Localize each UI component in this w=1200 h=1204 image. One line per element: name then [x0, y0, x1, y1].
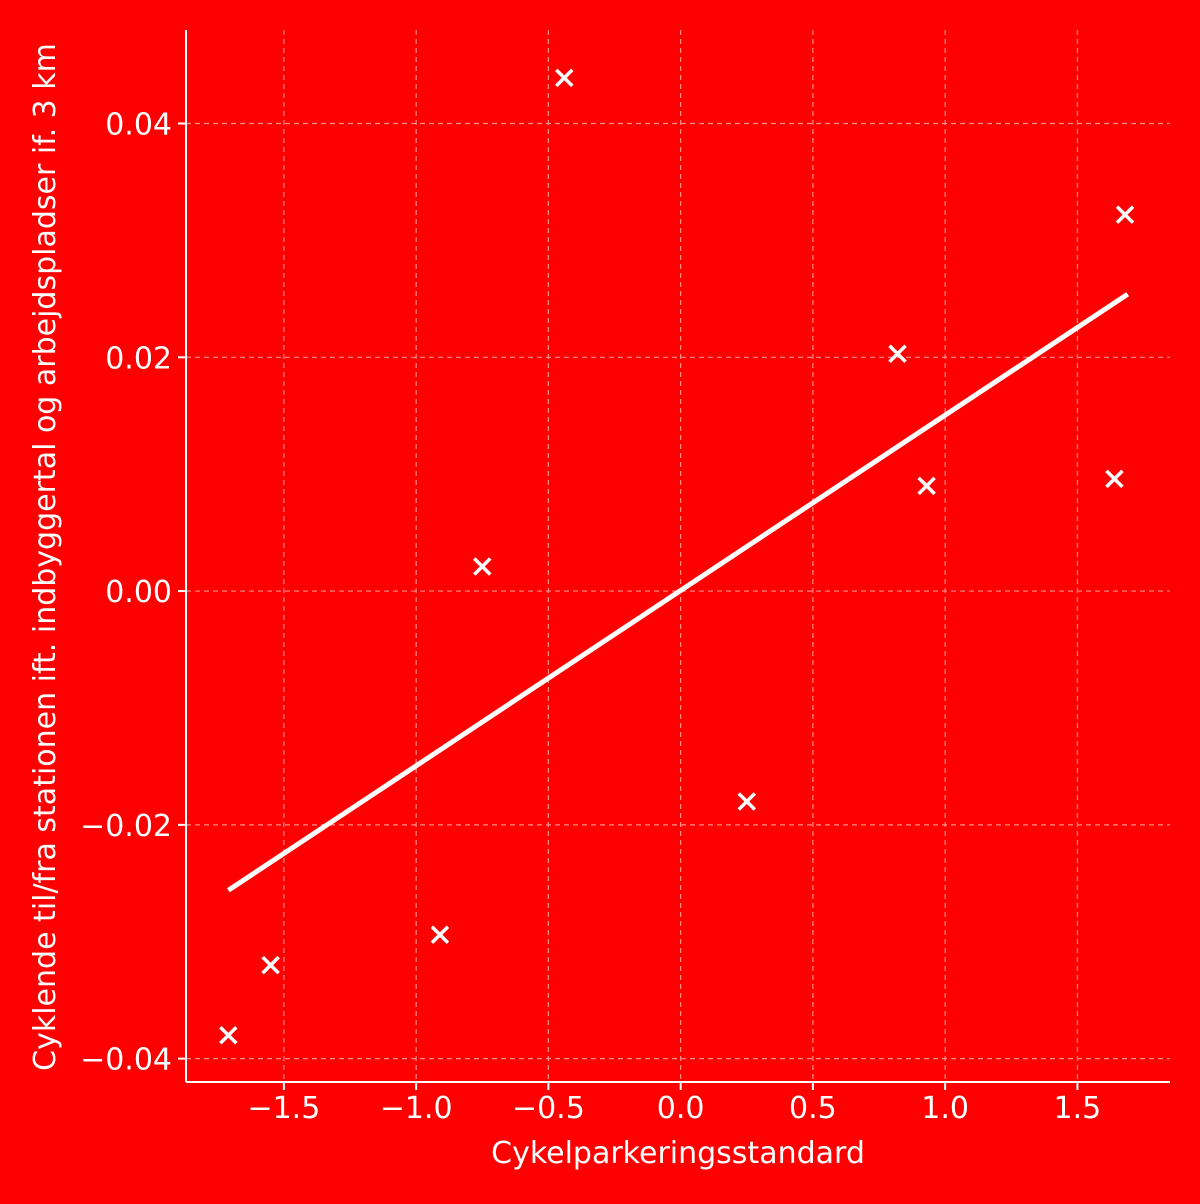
y-tick-label: 0.02 — [105, 341, 172, 376]
data-point-stroke — [261, 955, 280, 975]
data-point — [917, 476, 936, 496]
data-point-stroke — [1115, 205, 1135, 224]
marks-layer — [219, 68, 1135, 1045]
data-point-stroke — [888, 344, 907, 364]
x-tick-label: 0.5 — [789, 1091, 837, 1126]
data-point-stroke — [219, 1026, 238, 1045]
labels-layer: −1.5 −1.0 −0.5 0.0 0.5 1.0 1.5 −0.04 −0.02 0.00 0.… — [80, 108, 1101, 1126]
data-point — [430, 925, 450, 944]
x-axis-title: Cykelparkeringsstandard — [491, 1136, 865, 1171]
data-point-stroke — [430, 925, 450, 944]
x-tick-label: 1.0 — [921, 1091, 969, 1126]
data-point — [555, 68, 574, 88]
x-tick-label: −0.5 — [512, 1091, 585, 1126]
data-point-stroke — [473, 557, 492, 576]
trend-line — [226, 292, 1130, 893]
data-point — [1115, 205, 1135, 224]
x-tick-label: 1.5 — [1054, 1091, 1102, 1126]
data-point-stroke — [1105, 469, 1124, 489]
data-point — [219, 1026, 238, 1045]
y-tick-label: −0.02 — [80, 809, 172, 844]
x-tick-label: 0.0 — [657, 1091, 705, 1126]
data-point-stroke — [917, 476, 936, 496]
y-axis-title: Cyklende til/fra stationen ift. indbygge… — [28, 43, 63, 1071]
grid-layer — [186, 30, 1170, 1082]
data-point — [888, 344, 907, 364]
y-tick-label: 0.04 — [105, 108, 172, 143]
x-tick-label: −1.5 — [247, 1091, 320, 1126]
axes-layer — [178, 30, 1170, 1090]
data-point-stroke — [555, 68, 574, 88]
y-tick-label: −0.04 — [80, 1043, 172, 1078]
data-point — [473, 557, 492, 576]
data-point — [737, 792, 757, 811]
data-point — [261, 955, 280, 975]
data-point-stroke — [737, 792, 757, 811]
y-tick-label: 0.00 — [105, 575, 172, 610]
x-tick-label: −1.0 — [380, 1091, 453, 1126]
data-point — [1105, 469, 1124, 489]
